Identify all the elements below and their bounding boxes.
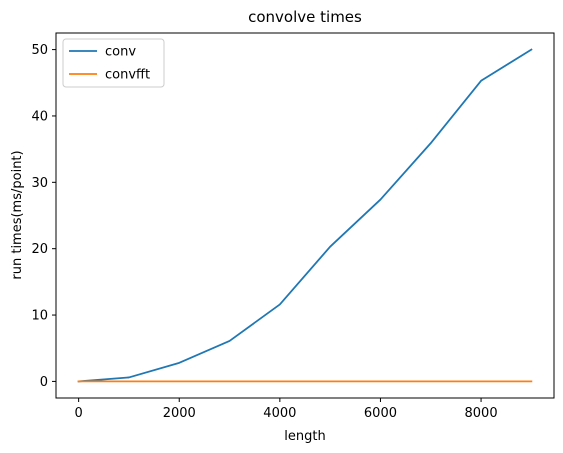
y-tick-label: 20 [31, 242, 48, 257]
y-tick-label: 30 [31, 176, 48, 191]
y-tick-label: 40 [31, 109, 48, 124]
legend-label: conv [105, 45, 136, 60]
x-tick-label: 4000 [263, 406, 296, 421]
x-tick-label: 6000 [364, 406, 397, 421]
x-axis-ticks: 0 2000 4000 6000 8000 [74, 398, 498, 421]
series-line-0 [77, 48, 533, 383]
y-tick-label: 0 [40, 375, 48, 390]
x-tick-label: 0 [74, 406, 82, 421]
x-tick-label: 8000 [465, 406, 498, 421]
x-tick-label: 2000 [163, 406, 196, 421]
y-axis-ticks: 0 10 20 30 40 50 [31, 43, 56, 390]
chart-title: convolve times [248, 8, 362, 26]
legend-label: convfft [105, 68, 150, 83]
y-tick-label: 50 [31, 43, 48, 58]
y-axis-label: run times(ms/point) [10, 150, 25, 279]
plot-area [55, 32, 555, 399]
y-tick-label: 10 [31, 309, 48, 324]
x-axis-label: length [284, 429, 325, 444]
plot-frame [55, 32, 555, 399]
legend: conv convfft [62, 38, 165, 88]
